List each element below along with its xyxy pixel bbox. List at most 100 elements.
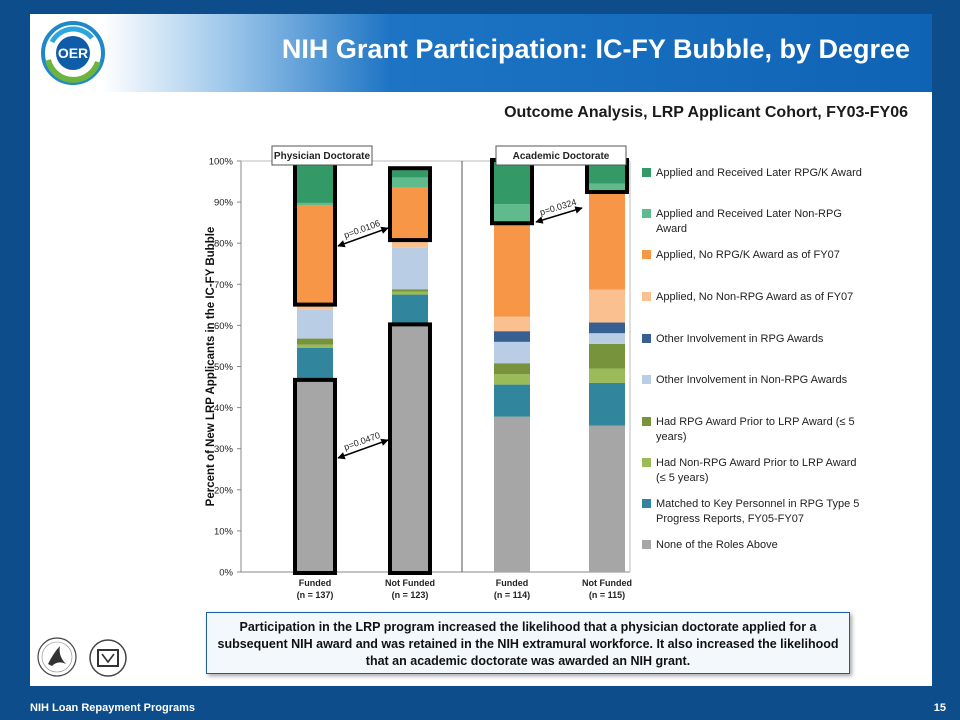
legend-label: Applied, No Non-RPG Award as of FY07 xyxy=(656,291,854,303)
p-value-label-physician-applied-arrow xyxy=(337,226,389,248)
bar-segment xyxy=(392,177,428,188)
bar-segment xyxy=(494,374,530,385)
bar-segment xyxy=(297,202,333,205)
y-tick-label: 10% xyxy=(214,526,234,537)
legend-label: Had RPG Award Prior to LRP Award (≤ 5 ye… xyxy=(656,416,855,443)
legend-label: Matched to Key Personnel in RPG Type 5 P… xyxy=(656,498,860,525)
legend-label: Other Involvement in Non-RPG Awards xyxy=(656,374,848,386)
bar-segment xyxy=(589,343,625,369)
bar-segment xyxy=(589,425,625,572)
footer-bar xyxy=(0,686,960,720)
p-value-label-academic-received: p=0.0324 xyxy=(539,197,578,218)
legend-label: None of the Roles Above xyxy=(656,539,778,551)
legend-swatch xyxy=(642,334,651,343)
group-label: Physician Doctorate xyxy=(274,151,371,162)
conclusion-note: Participation in the LRP program increas… xyxy=(206,612,850,674)
legend-label: Other Involvement in RPG Awards xyxy=(656,333,824,345)
bar-segment xyxy=(392,187,428,240)
bar-segment xyxy=(494,341,530,364)
x-tick-label: Funded xyxy=(496,578,529,588)
group-label: Academic Doctorate xyxy=(513,151,610,162)
bar-segment xyxy=(297,309,333,339)
bar-segment xyxy=(297,338,333,345)
chart-subtitle: Outcome Analysis, LRP Applicant Cohort, … xyxy=(504,104,908,121)
bar-segment xyxy=(589,333,625,344)
legend-swatch xyxy=(642,168,651,177)
bar-segment xyxy=(589,191,625,290)
legend-label: Applied and Received Later Non-RPG Award xyxy=(656,208,842,235)
group-label-box xyxy=(495,145,627,166)
x-tick-label-n: (n = 114) xyxy=(494,590,530,600)
hhs-seal-icon xyxy=(37,637,77,677)
bar-segment xyxy=(297,204,333,304)
y-tick-label: 40% xyxy=(214,403,234,414)
bar-segment xyxy=(494,416,530,572)
oer-logo-icon: OER xyxy=(41,21,105,85)
title-banner: OER NIH Grant Participation: IC-FY Bubbl… xyxy=(30,14,932,92)
y-axis-title: Percent of New LRP Applicants in the IC-… xyxy=(205,227,217,507)
bar-segment xyxy=(494,331,530,342)
bar-segment xyxy=(392,294,428,326)
bar-segment xyxy=(297,348,333,381)
p-value-label-physician-none-arrow xyxy=(337,438,389,460)
bar-segment xyxy=(392,325,428,572)
highlight-box-notfunded-physician-applied xyxy=(388,166,432,243)
y-tick-label: 70% xyxy=(214,280,234,291)
slide-number: 15 xyxy=(933,702,946,714)
footer-program-name: NIH Loan Repayment Programs xyxy=(30,702,196,714)
y-tick-label: 50% xyxy=(214,362,234,373)
bar-segment xyxy=(494,363,530,375)
bar-segment xyxy=(297,163,333,203)
y-tick-label: 90% xyxy=(214,198,234,209)
bar-segment xyxy=(494,316,530,332)
logo-text: OER xyxy=(58,45,88,61)
background-top xyxy=(0,0,960,14)
highlight-box-funded-physician-none xyxy=(293,377,337,575)
bar-segment xyxy=(494,384,530,417)
x-tick-label-n: (n = 137) xyxy=(297,590,334,600)
bar-segment xyxy=(392,247,428,290)
y-tick-label: 60% xyxy=(214,321,234,332)
legend-swatch xyxy=(642,499,651,508)
y-tick-label: 30% xyxy=(214,444,234,455)
group-label-box xyxy=(271,145,373,166)
nih-logo-icon xyxy=(89,639,127,677)
y-tick-label: 80% xyxy=(214,239,234,250)
y-tick-label: 20% xyxy=(214,485,234,496)
legend-swatch xyxy=(642,540,651,549)
x-tick-label-n: (n = 123) xyxy=(392,590,429,600)
bar-segment xyxy=(589,289,625,323)
bar-segment xyxy=(392,239,428,248)
bar-segment xyxy=(494,222,530,317)
bar-segment xyxy=(494,204,530,223)
x-tick-label-n: (n = 115) xyxy=(589,590,625,600)
highlight-box-notfunded-physician-none xyxy=(388,322,432,575)
legend-label: Applied, No RPG/K Award as of FY07 xyxy=(656,249,840,261)
y-tick-label: 100% xyxy=(209,157,234,168)
bar-segment xyxy=(297,303,333,310)
x-tick-label: Not Funded xyxy=(582,578,632,588)
bar-segment xyxy=(494,161,530,205)
bar-segment xyxy=(297,380,333,572)
bar-segment xyxy=(392,291,428,295)
bar-segment xyxy=(589,368,625,383)
bar-segment xyxy=(589,382,625,426)
slide-title: NIH Grant Participation: IC-FY Bubble, b… xyxy=(281,34,910,64)
bar-segment xyxy=(297,344,333,349)
p-value-label-academic-received-arrow xyxy=(535,206,583,224)
legend-label: Applied and Received Later RPG/K Award xyxy=(656,167,862,179)
legend-swatch xyxy=(642,458,651,467)
legend-swatch xyxy=(642,250,651,259)
bar-segment xyxy=(392,169,428,178)
stacked-bar-chart: 0% 10% 20% 30% 40% 50% 60% 70% 80% 90% 100% Percent… xyxy=(205,145,632,600)
bar-segment xyxy=(589,183,625,192)
legend-swatch xyxy=(642,375,651,384)
legend-label: Had Non-RPG Award Prior to LRP Award (≤ … xyxy=(656,457,857,484)
bar-segment xyxy=(589,161,625,184)
y-tick-label: 0% xyxy=(219,568,233,579)
legend-swatch xyxy=(642,417,651,426)
slide: OER NIH Grant Participation: IC-FY Bubbl… xyxy=(30,14,932,686)
x-tick-label: Not Funded xyxy=(385,578,435,588)
x-tick-label: Funded xyxy=(299,578,332,588)
legend-swatch xyxy=(642,292,651,301)
